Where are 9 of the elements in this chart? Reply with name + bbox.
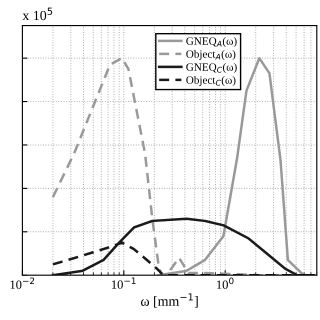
x-tick-label: 10$^{0}$ bbox=[217, 278, 234, 289]
text: x 10$^{5}$ bbox=[22, 8, 52, 20]
x-tick-label: 10$^{−2}$ bbox=[10, 278, 34, 289]
legend-label: Object$_{C}$(ω) bbox=[186, 76, 236, 86]
x-axis-title: ω [mm$^{−1}$] bbox=[140, 293, 198, 308]
legend-label: GNEQ$_{A}$(ω) bbox=[186, 36, 237, 48]
legend-label: Object$_{A}$(ω) bbox=[186, 50, 236, 60]
x-tick-label: 10$^{−1}$ bbox=[112, 278, 136, 289]
legend-label: GNEQ$_{C}$(ω) bbox=[186, 62, 237, 74]
